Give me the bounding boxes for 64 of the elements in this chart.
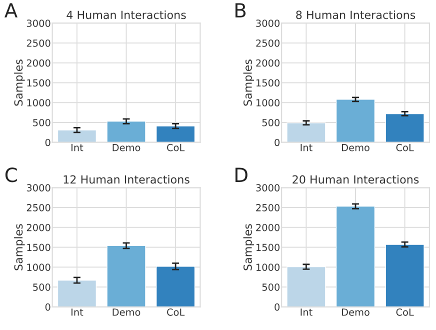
y-tick-label: 500 — [262, 284, 280, 291]
x-tick-label: Int — [300, 308, 312, 316]
y-tick-label: 2000 — [256, 59, 280, 67]
bar — [336, 99, 376, 142]
x-tick-label: Int — [72, 144, 84, 152]
y-tick-label: 3000 — [256, 184, 280, 192]
y-tick-label: 1500 — [256, 79, 280, 87]
y-tick-label: 3000 — [256, 20, 280, 27]
y-tick-label: 2000 — [256, 224, 280, 232]
chart-title: 20 Human Interactions — [292, 175, 419, 184]
y-tick-label: 2000 — [26, 59, 50, 67]
bar — [156, 126, 196, 142]
y-tick-label: 0 — [274, 303, 280, 311]
y-tick-label: 2500 — [256, 204, 280, 212]
text: C — [5, 168, 17, 182]
y-tick-label: 1500 — [27, 244, 50, 252]
x-tick-label: CoL — [167, 308, 185, 316]
bar — [57, 280, 97, 307]
x-tick-label: Demo — [342, 144, 370, 152]
x-tick-label: Demo — [112, 308, 140, 316]
bar — [336, 206, 376, 307]
chart-title: 12 Human Interactions — [64, 175, 190, 184]
y-tick-label: 1500 — [27, 79, 50, 87]
y-tick-label: 500 — [33, 118, 50, 126]
y-tick-label: 2500 — [256, 39, 280, 47]
bar — [106, 120, 146, 142]
x-tick-label: Int — [300, 144, 312, 152]
y-axis-title: Samples — [14, 224, 25, 270]
bar — [286, 266, 326, 307]
y-tick-label: 1500 — [256, 244, 280, 252]
bar — [385, 113, 424, 142]
chart-title: 8 Human Interactions — [296, 10, 416, 20]
y-tick-label: 1000 — [27, 264, 50, 271]
bar — [106, 245, 146, 307]
y-axis-title: Samples — [243, 60, 254, 106]
bar — [385, 244, 424, 307]
y-tick-label: 0 — [274, 138, 280, 146]
x-tick-label: Demo — [112, 144, 140, 152]
y-axis-title: Samples — [243, 224, 254, 270]
bar — [286, 122, 326, 142]
y-tick-label: 3000 — [26, 184, 50, 192]
y-tick-label: 3000 — [26, 20, 50, 27]
y-tick-label: 2500 — [26, 204, 50, 212]
x-tick-label: Int — [72, 308, 84, 316]
y-tick-label: 500 — [262, 118, 280, 126]
y-tick-label: 0 — [45, 303, 50, 311]
y-axis-title: Samples — [14, 60, 25, 106]
x-tick-label: CoL — [167, 144, 185, 152]
y-tick-label: 2500 — [26, 39, 50, 47]
chart-title: 4 Human Interactions — [66, 10, 186, 20]
text: B — [236, 3, 246, 18]
text: D — [236, 168, 248, 182]
x-tick-label: Demo — [342, 308, 370, 316]
y-tick-label: 1000 — [256, 264, 280, 271]
text: A — [4, 3, 18, 18]
y-tick-label: 0 — [45, 138, 50, 146]
x-tick-label: CoL — [396, 308, 414, 316]
y-tick-label: 1000 — [256, 99, 280, 106]
y-tick-label: 500 — [33, 284, 50, 291]
bar — [57, 130, 97, 142]
bar — [156, 266, 196, 307]
y-tick-label: 1000 — [27, 99, 50, 106]
x-tick-label: CoL — [396, 144, 414, 152]
y-tick-label: 2000 — [26, 224, 50, 232]
